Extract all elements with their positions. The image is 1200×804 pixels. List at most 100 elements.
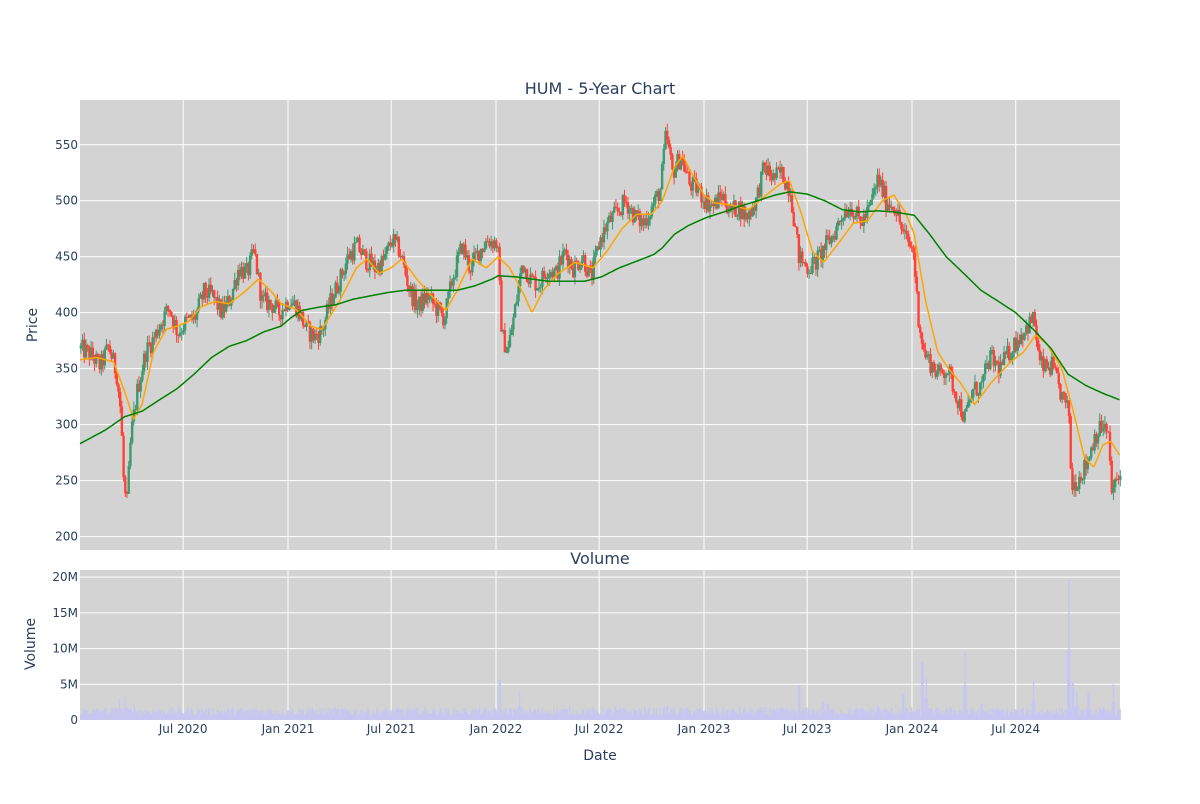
candle-body [243,266,247,279]
volume-bar [109,712,112,720]
candle-body [165,306,168,312]
volume-bar [425,710,427,720]
volume-bar [674,712,677,720]
volume-bar [493,707,496,720]
candle-body [144,353,148,362]
candle-body [946,373,949,376]
candle-body [837,221,840,226]
volume-bar [679,708,681,720]
candle-body [997,362,1001,376]
volume-bar [796,715,799,720]
volume-bar [756,708,759,720]
volume-bar [946,708,948,720]
candle-body [667,139,671,148]
volume-bar [361,715,363,720]
volume-bar [382,712,384,720]
volume-bar [1071,682,1073,720]
candle-body [151,337,154,354]
volume-bar [972,709,974,720]
volume-bar [701,709,703,720]
volume-bar [739,711,742,720]
candle-body [276,300,279,302]
volume-bar [974,712,977,720]
candle-body [1115,479,1119,481]
volume-bar [523,714,525,720]
volume-bar [966,709,969,720]
volume-bar [567,715,570,720]
candle-body [794,226,797,228]
volume-bar [80,715,82,720]
volume-bar [138,711,140,720]
volume-bar [1104,710,1107,720]
candle-body [219,299,223,318]
candle-body [146,342,149,362]
candle-body [852,216,855,219]
volume-bar [278,713,280,720]
volume-bar [859,708,861,720]
volume-bar [170,707,172,720]
candle-body [1007,345,1011,360]
volume-bar [216,709,219,720]
candle-body [525,268,529,282]
volume-bar [681,711,684,720]
candle-body [917,291,920,327]
volume-bar [228,709,230,720]
volume-bar [396,707,399,720]
candle-body [387,242,390,247]
volume-bar [231,708,233,720]
volume-bar [1023,715,1026,720]
volume-bar [858,714,860,720]
candle-body [346,254,349,264]
volume-bar [933,715,936,720]
candle-body [318,326,322,343]
volume-bar [638,708,640,720]
volume-bar [651,713,653,720]
candle-body [173,320,177,327]
volume-bar [906,708,908,720]
volume-bar [1036,712,1038,720]
volume-bar [280,714,282,720]
candle-body [992,350,995,366]
volume-bar [804,713,807,720]
volume-bar [461,708,464,720]
candle-body [503,330,507,353]
volume-bar [925,677,928,720]
candle-body [252,249,255,251]
candle-body [426,293,430,300]
volume-bar [101,713,104,720]
candle-body [922,343,925,350]
candle-body [944,375,948,378]
candle-body [563,249,566,252]
volume-bar [1097,712,1100,720]
candle-body [833,236,836,240]
candle-body [915,276,919,292]
volume-bar [951,714,954,720]
candle-body [792,212,795,227]
candle-body [1083,459,1086,480]
volume-bar [477,709,480,720]
volume-bar [1040,714,1043,720]
volume-bar [723,714,726,720]
volume-bar [1015,709,1018,720]
candle-body [936,371,939,377]
volume-bar [245,711,247,720]
volume-bar [290,708,293,720]
volume-bar [413,709,416,720]
volume-bar [358,714,360,720]
volume-bar [370,715,373,720]
candle-body [823,245,826,251]
volume-bar [741,714,743,720]
candle-body [611,212,614,222]
volume-bar [1019,715,1021,720]
volume-bar [379,715,382,720]
volume-bar [828,712,831,720]
candle-body [404,264,407,276]
volume-bar [982,710,985,720]
volume-bar [901,693,904,720]
volume-bar [704,707,706,720]
volume-bar [464,708,466,720]
volume-bar [458,713,460,720]
volume-bar [1043,712,1045,720]
candle-body [575,260,578,262]
volume-bar [306,712,309,720]
